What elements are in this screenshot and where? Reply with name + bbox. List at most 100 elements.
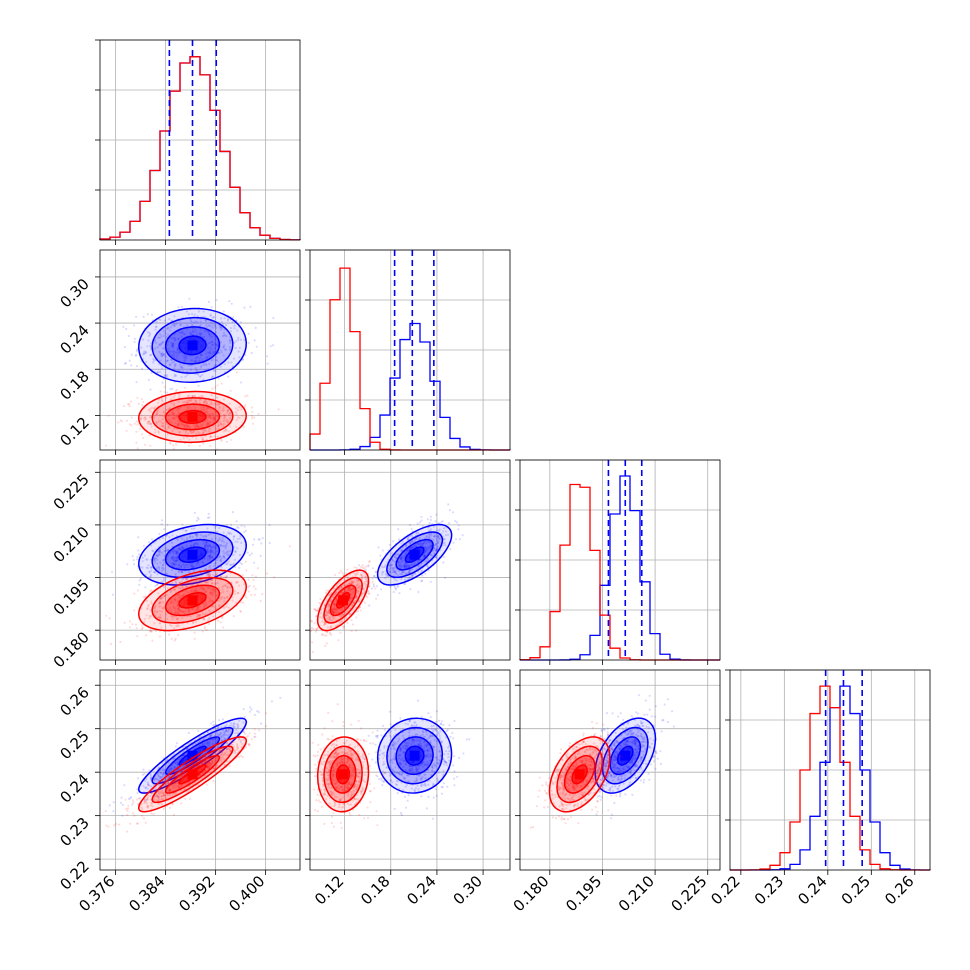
scatter-point-b xyxy=(354,573,357,576)
scatter-point-a xyxy=(422,542,425,545)
scatter-point-a xyxy=(147,564,150,567)
scatter-point-a xyxy=(205,356,208,359)
scatter-point-b xyxy=(159,617,162,620)
histogram-a xyxy=(99,56,301,241)
scatter-point-a xyxy=(225,729,228,733)
scatter-point-a xyxy=(160,335,163,338)
scatter-point-a xyxy=(197,560,200,564)
scatter-point-a xyxy=(419,565,422,568)
scatter-point-a xyxy=(213,723,216,727)
scatter-point-a xyxy=(226,553,229,556)
scatter-point-b xyxy=(333,607,336,611)
scatter-point-a xyxy=(178,571,181,574)
scatter-point-a xyxy=(223,733,226,736)
scatter-point-b xyxy=(348,607,351,610)
scatter-point-b xyxy=(158,420,161,423)
y-tick-label: 0.24 xyxy=(56,321,92,357)
scatter-point-a xyxy=(173,373,176,376)
scatter-point-b xyxy=(157,431,160,434)
scatter-point-a xyxy=(222,310,225,313)
scatter-point-a xyxy=(206,544,209,548)
scatter-point-b xyxy=(360,594,363,598)
scatter-point-a xyxy=(190,527,193,530)
scatter-point-a xyxy=(141,560,144,563)
scatter-point-a xyxy=(162,769,165,772)
scatter-point-b xyxy=(315,627,318,631)
scatter-point-b xyxy=(171,411,174,414)
scatter-point-b xyxy=(135,430,138,433)
scatter-point-a xyxy=(412,546,415,549)
scatter-point-a xyxy=(223,555,226,558)
scatter-point-b xyxy=(356,570,359,574)
scatter-point-b xyxy=(165,396,168,400)
scatter-point-b xyxy=(135,420,138,423)
scatter-point-b xyxy=(208,435,212,438)
contour-line-b xyxy=(164,584,221,617)
scatter-point-b xyxy=(226,590,229,593)
scatter-point-b xyxy=(193,425,196,428)
scatter-point-a xyxy=(147,339,150,342)
scatter-point-b xyxy=(176,611,179,614)
scatter-point-a xyxy=(171,346,175,349)
scatter-point-a xyxy=(212,375,215,378)
scatter-point-a xyxy=(214,737,217,740)
scatter-point-b xyxy=(172,413,175,416)
scatter-point-a xyxy=(150,538,153,541)
scatter-point-a xyxy=(191,566,195,569)
scatter-point-a xyxy=(402,571,405,574)
scatter-point-a xyxy=(173,757,176,760)
scatter-point-a xyxy=(168,317,171,321)
scatter-point-a xyxy=(250,552,253,555)
scatter-point-b xyxy=(174,579,177,583)
scatter-point-a xyxy=(214,537,217,540)
scatter-point-a xyxy=(208,565,212,568)
scatter-point-a xyxy=(191,564,194,567)
scatter-point-a xyxy=(183,356,186,359)
scatter-point-b xyxy=(212,421,215,424)
scatter-point-a xyxy=(392,590,395,594)
scatter-point-b xyxy=(169,442,172,445)
scatter-point-b xyxy=(358,586,361,589)
scatter-point-a xyxy=(175,559,178,562)
scatter-point-a xyxy=(230,361,233,364)
scatter-point-a xyxy=(430,534,433,537)
scatter-point-a xyxy=(415,567,418,571)
scatter-point-a xyxy=(381,573,384,576)
scatter-point-a xyxy=(230,722,233,725)
scatter-point-b xyxy=(191,608,194,611)
scatter-point-b xyxy=(209,416,212,419)
scatter-point-b xyxy=(221,410,224,413)
scatter-point-b xyxy=(177,596,180,600)
scatter-point-b xyxy=(203,605,206,608)
scatter-point-b xyxy=(183,401,186,404)
scatter-point-a xyxy=(405,544,408,547)
scatter-point-a xyxy=(192,330,195,333)
scatter-point-a xyxy=(172,559,175,562)
scatter-point-b xyxy=(288,545,291,548)
scatter-point-a xyxy=(208,741,211,744)
scatter-point-a xyxy=(174,339,177,342)
scatter-point-b xyxy=(168,425,171,428)
scatter-point-a xyxy=(218,555,221,558)
scatter-point-a xyxy=(229,330,233,333)
scatter-point-a xyxy=(214,364,217,367)
scatter-point-b xyxy=(228,402,231,405)
scatter-point-b xyxy=(217,587,221,590)
scatter-point-b xyxy=(149,577,152,580)
scatter-point-a xyxy=(157,549,161,553)
scatter-point-a xyxy=(228,348,231,351)
scatter-point-a xyxy=(209,341,212,345)
scatter-point-a xyxy=(234,732,237,735)
scatter-point-a xyxy=(409,523,412,527)
scatter-point-a xyxy=(145,777,148,780)
scatter-point-b xyxy=(363,587,366,590)
scatter-point-b xyxy=(160,626,163,629)
scatter-point-a xyxy=(420,543,424,547)
scatter-point-a xyxy=(179,363,182,366)
scatter-point-a xyxy=(149,344,152,347)
scatter-point-b xyxy=(229,412,232,415)
scatter-point-b xyxy=(352,580,355,583)
scatter-point-a xyxy=(206,549,209,552)
scatter-point-a xyxy=(135,365,139,368)
scatter-point-a xyxy=(216,396,219,399)
